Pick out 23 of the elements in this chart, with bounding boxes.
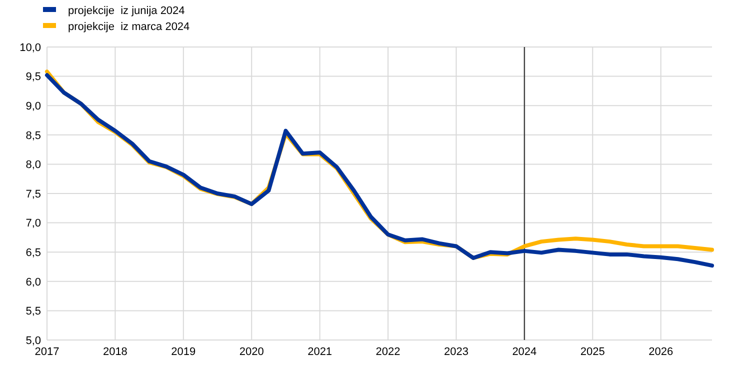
y-tick-label: 7,5 xyxy=(26,188,41,200)
x-tick-label: 2018 xyxy=(102,346,128,358)
y-tick-label: 8,0 xyxy=(26,159,41,172)
x-tick-label: 2023 xyxy=(444,346,468,358)
x-tick-label: 2019 xyxy=(171,346,196,358)
y-tick-label: 7,0 xyxy=(26,218,41,230)
y-tick-label: 5,0 xyxy=(26,334,41,347)
y-tick-label: 10,0 xyxy=(20,42,41,54)
y-tick-label: 5,5 xyxy=(26,306,41,318)
y-tick-label: 6,0 xyxy=(26,276,41,288)
x-tick-label: 2017 xyxy=(34,346,60,358)
y-tick-label: 6,5 xyxy=(26,246,41,259)
x-tick-label: 2026 xyxy=(648,346,674,358)
y-tick-label: 8,5 xyxy=(26,130,41,142)
x-tick-label: 2021 xyxy=(308,346,332,358)
x-tick-label: 2020 xyxy=(239,346,264,358)
y-tick-label: 9,0 xyxy=(26,100,41,112)
y-tick-label: 9,5 xyxy=(26,71,41,84)
legend-label: projekcije iz junija 2024 xyxy=(68,5,185,17)
x-tick-label: 2024 xyxy=(512,346,537,358)
x-tick-label: 2022 xyxy=(376,346,400,358)
legend-label: projekcije iz marca 2024 xyxy=(68,21,190,33)
x-tick-label: 2025 xyxy=(580,346,605,358)
